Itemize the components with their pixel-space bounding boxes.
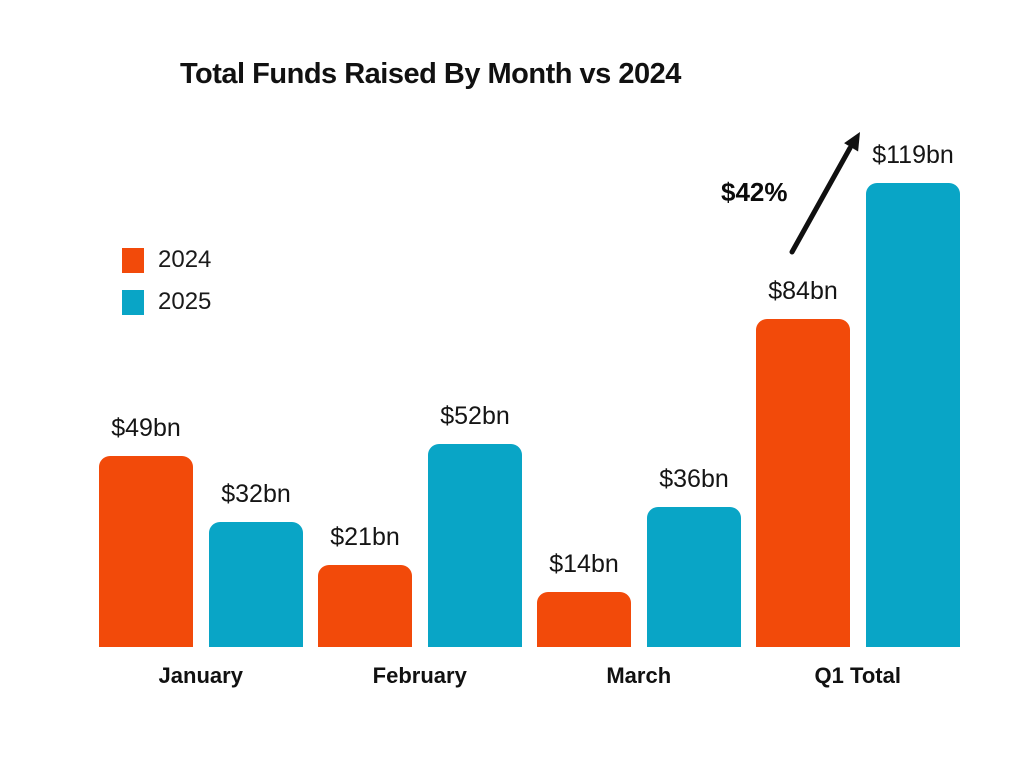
legend-label-2024: 2024 — [158, 246, 212, 273]
legend: 2024 2025 — [122, 246, 212, 331]
bar-march-2025 — [647, 507, 741, 647]
bar-january-2024 — [99, 456, 193, 647]
legend-swatch-2024-icon — [122, 247, 144, 273]
category-label-march: March — [606, 663, 672, 688]
value-label-q1-total-2024: $84bn — [768, 277, 838, 305]
legend-item-2025: 2025 — [122, 288, 212, 315]
legend-swatch-2025-icon — [122, 289, 144, 315]
bar-q1-total-2024 — [756, 319, 850, 647]
category-label-february: February — [372, 663, 467, 688]
legend-label-2025: 2025 — [158, 288, 212, 315]
bar-march-2024 — [537, 592, 631, 647]
arrow-up-right-icon — [789, 132, 860, 255]
value-label-february-2024: $21bn — [330, 523, 400, 551]
bar-february-2024 — [318, 565, 412, 647]
category-label-q1-total: Q1 Total — [814, 663, 901, 688]
value-label-march-2025: $36bn — [659, 465, 729, 493]
growth-annotation: $42% — [721, 177, 788, 207]
value-label-q1-total-2025: $119bn — [872, 141, 954, 169]
value-label-february-2025: $52bn — [440, 402, 510, 430]
legend-item-2024: 2024 — [122, 246, 212, 273]
category-label-january: January — [158, 663, 243, 688]
chart-title: Total Funds Raised By Month vs 2024 — [180, 58, 681, 90]
value-label-january-2025: $32bn — [221, 480, 291, 508]
value-label-march-2024: $14bn — [549, 550, 619, 578]
bar-q1-total-2025 — [866, 183, 960, 647]
bar-february-2025 — [428, 444, 522, 647]
value-label-january-2024: $49bn — [111, 414, 181, 442]
bar-january-2025 — [209, 522, 303, 647]
